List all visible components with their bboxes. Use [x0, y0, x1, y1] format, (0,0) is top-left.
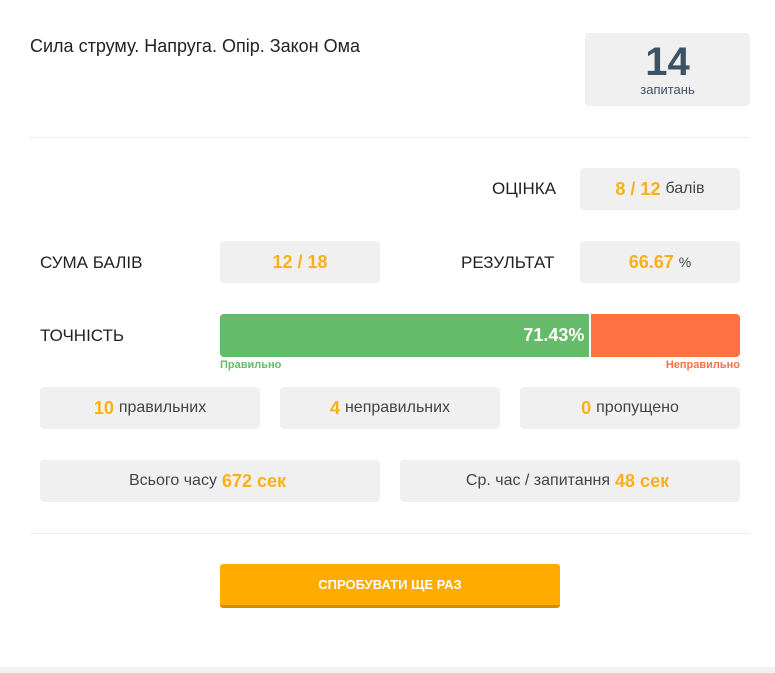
- result-box: 66.67%: [580, 241, 740, 283]
- grade-unit: балів: [665, 180, 705, 197]
- accuracy-correct-fill: 71.43%: [220, 314, 592, 357]
- correct-count-box: 10 правильних: [40, 387, 260, 429]
- questions-count-box: 14 запитань: [585, 33, 750, 106]
- result-unit: %: [678, 254, 692, 270]
- grade-value: 8 / 12: [615, 178, 661, 199]
- correct-count-label: правильних: [118, 399, 207, 416]
- incorrect-legend: Неправильно: [665, 359, 740, 371]
- incorrect-count-label: неправильних: [344, 399, 451, 416]
- skipped-count-box: 0 пропущено: [520, 387, 740, 429]
- footer-strip: [0, 667, 775, 673]
- grade-box: 8 / 12 балів: [580, 168, 740, 210]
- result-value: 66.67: [628, 251, 674, 272]
- incorrect-count-box: 4 неправильних: [280, 387, 500, 429]
- divider: [30, 137, 750, 138]
- accuracy-label: ТОЧНІСТЬ: [40, 326, 125, 345]
- score-sum-value: 12 / 18: [272, 251, 328, 272]
- quiz-title: Сила струму. Напруга. Опір. Закон Ома: [30, 36, 361, 56]
- incorrect-count: 4: [329, 397, 340, 418]
- skipped-count-label: пропущено: [596, 399, 679, 416]
- avg-time-box: Ср. час / запитання 48 сек: [400, 460, 740, 502]
- skipped-count: 0: [581, 397, 592, 418]
- avg-time-value: 48 сек: [615, 470, 670, 491]
- score-sum-label: СУМА БАЛІВ: [40, 253, 143, 272]
- score-sum-box: 12 / 18: [220, 241, 380, 283]
- total-time-value: 672 сек: [221, 470, 287, 491]
- correct-legend: Правильно: [220, 359, 282, 371]
- questions-label: запитань: [640, 82, 695, 97]
- total-time-box: Всього часу 672 сек: [40, 460, 380, 502]
- accuracy-bar: 71.43%: [220, 314, 740, 357]
- total-time-label: Всього часу: [128, 472, 217, 489]
- avg-time-label: Ср. час / запитання: [465, 472, 611, 489]
- result-label: РЕЗУЛЬТАТ: [461, 253, 555, 272]
- divider: [30, 533, 750, 534]
- correct-count: 10: [93, 397, 114, 418]
- questions-count: 14: [645, 40, 690, 84]
- grade-label: ОЦІНКА: [492, 179, 557, 198]
- retry-button[interactable]: СПРОБУВАТИ ЩЕ РАЗ: [220, 564, 560, 608]
